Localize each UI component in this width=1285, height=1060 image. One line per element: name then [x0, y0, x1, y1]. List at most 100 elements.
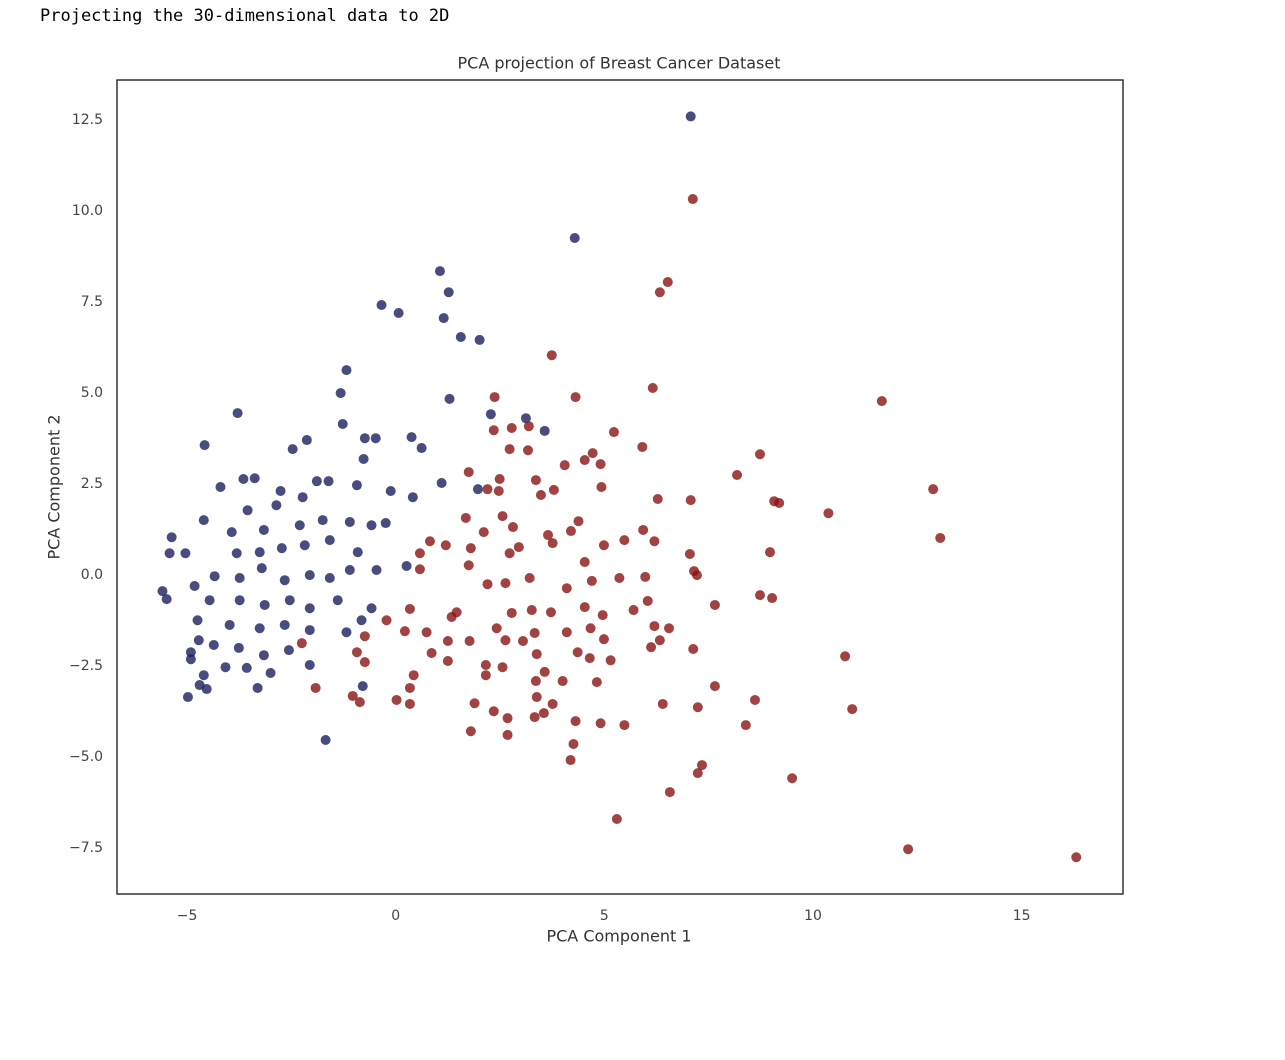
point: [358, 453, 369, 464]
point: [443, 287, 454, 298]
point: [424, 536, 435, 547]
point: [238, 473, 249, 484]
point: [324, 535, 335, 546]
point: [299, 540, 310, 551]
point: [530, 475, 541, 486]
x-tick-label: 10: [804, 908, 822, 924]
point: [561, 627, 572, 638]
point: [652, 494, 663, 505]
point: [774, 498, 785, 509]
point: [565, 526, 576, 537]
point: [451, 607, 462, 618]
point: [640, 571, 651, 582]
point: [393, 307, 404, 318]
point: [381, 615, 392, 626]
point: [740, 720, 751, 731]
point: [649, 536, 660, 547]
point: [684, 548, 695, 559]
point: [242, 505, 253, 516]
point: [569, 232, 580, 243]
point: [301, 435, 312, 446]
point: [614, 573, 625, 584]
y-tick-label: −2.5: [69, 658, 103, 674]
point: [311, 476, 322, 487]
point: [182, 692, 193, 703]
point: [434, 266, 445, 277]
point: [619, 720, 630, 731]
point: [370, 433, 381, 444]
point: [254, 547, 265, 558]
point: [517, 635, 528, 646]
point: [324, 573, 335, 584]
point: [531, 692, 542, 703]
point: [438, 313, 449, 324]
point: [823, 508, 834, 519]
point: [231, 548, 242, 559]
point: [657, 698, 668, 709]
point: [404, 698, 415, 709]
point: [530, 676, 541, 687]
point: [586, 575, 597, 586]
x-tick-label: −5: [177, 908, 198, 924]
y-tick-label: 10.0: [72, 203, 103, 219]
point: [595, 718, 606, 729]
point: [276, 543, 287, 554]
point: [692, 768, 703, 779]
point: [847, 704, 858, 715]
point: [500, 635, 511, 646]
point: [935, 532, 946, 543]
point: [579, 556, 590, 567]
point: [506, 423, 517, 434]
point: [494, 473, 505, 484]
point: [284, 595, 295, 606]
point: [356, 615, 367, 626]
point: [220, 662, 231, 673]
point: [208, 639, 219, 650]
point: [310, 682, 321, 693]
point: [507, 522, 518, 533]
point: [1071, 852, 1082, 863]
point: [287, 444, 298, 455]
point: [538, 708, 549, 719]
point: [500, 578, 511, 589]
point: [323, 476, 334, 487]
point: [502, 729, 513, 740]
point: [198, 515, 209, 526]
point: [504, 548, 515, 559]
point: [608, 427, 619, 438]
point: [296, 638, 307, 649]
point: [252, 682, 263, 693]
point: [265, 668, 276, 679]
point: [366, 603, 377, 614]
point: [164, 548, 175, 559]
point: [224, 619, 235, 630]
point: [765, 547, 776, 558]
point: [646, 642, 657, 653]
y-axis-label: PCA Component 2: [45, 414, 64, 559]
point: [489, 392, 500, 403]
point: [180, 548, 191, 559]
point: [688, 643, 699, 654]
point: [522, 445, 533, 456]
point: [304, 570, 315, 581]
point: [526, 605, 537, 616]
point: [157, 586, 168, 597]
x-tick-label: 5: [600, 908, 609, 924]
point: [406, 432, 417, 443]
point: [559, 460, 570, 471]
point: [637, 441, 648, 452]
point: [598, 540, 609, 551]
point: [283, 645, 294, 656]
y-tick-label: −5.0: [69, 749, 103, 765]
point: [199, 440, 210, 451]
point: [359, 631, 370, 642]
point: [513, 542, 524, 553]
point: [352, 547, 363, 558]
point: [226, 527, 237, 538]
point: [201, 684, 212, 695]
y-tick-label: 12.5: [72, 112, 103, 128]
point: [561, 583, 572, 594]
point: [275, 486, 286, 497]
point: [649, 621, 660, 632]
